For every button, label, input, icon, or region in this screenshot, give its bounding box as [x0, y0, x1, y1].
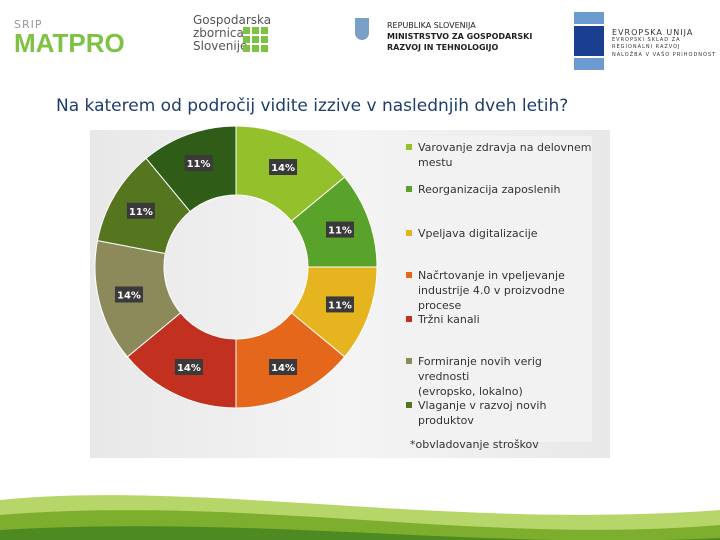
data-label-box [174, 358, 203, 375]
coat-of-arms-icon [355, 18, 369, 40]
data-label-box [325, 296, 354, 313]
data-label-box [269, 358, 298, 375]
data-label-text: 14% [177, 363, 201, 374]
legend-label: Načrtovanje in vpeljevanje [418, 269, 565, 282]
data-label-box [184, 155, 213, 172]
eu-line: EVROPSKI SKLAD ZA [612, 37, 681, 43]
data-label: 11% [184, 155, 213, 172]
legend-label: Varovanje zdravja na delovnem [418, 141, 592, 154]
legend-label: mestu [418, 156, 453, 169]
legend-item: Reorganizacija zaposlenih [406, 182, 560, 197]
data-label-text: 14% [271, 363, 295, 374]
data-label-text: 11% [129, 207, 153, 218]
data-label: 14% [269, 358, 298, 375]
footnote: *obvladovanje stroškov [410, 438, 539, 451]
gzs-line: Gospodarska [193, 13, 272, 27]
eu-line: REGIONALNI RAZVOJ [612, 44, 681, 50]
legend-label: (evropsko, lokalno) [418, 385, 523, 398]
legend-item: Tržni kanali [406, 312, 480, 327]
legend-item: Vlaganje v razvoj novih produktov [406, 398, 546, 428]
legend-label: Reorganizacija zaposlenih [418, 183, 561, 196]
matpro-logo: SRIP MATPRO [14, 18, 125, 58]
data-label: 14% [174, 358, 203, 375]
eu-decoration [574, 12, 604, 70]
legend-swatch [406, 272, 412, 278]
data-label-box [126, 202, 155, 219]
eu-flag-icon [574, 26, 604, 56]
matpro-text: MATPRO [14, 28, 125, 58]
legend-label: produktov [418, 414, 474, 427]
slide-title: Na katerem od področij vidite izzive v n… [56, 96, 569, 116]
data-label: 11% [325, 221, 354, 238]
chart-legend: Varovanje zdravja na delovnem mestu Reorga… [404, 136, 592, 442]
data-label: 14% [269, 159, 298, 176]
data-label-text: 11% [328, 226, 352, 237]
legend-item: Vpeljava digitalizacije [406, 226, 538, 241]
legend-swatch [406, 144, 412, 150]
legend-swatch [406, 358, 412, 364]
legend-swatch [406, 230, 412, 236]
data-label-box [114, 286, 143, 303]
legend-label: procese [418, 299, 462, 312]
data-label: 11% [126, 202, 155, 219]
ministry-line: MINISTRSTVO ZA GOSPODARSKI [387, 32, 533, 41]
legend-label: Vlaganje v razvoj novih [418, 399, 547, 412]
data-label-box [325, 221, 354, 238]
legend-label: industrije 4.0 v proizvodne [418, 284, 565, 297]
eu-line: EVROPSKA UNIJA [612, 28, 694, 37]
legend-item: Varovanje zdravja na delovnem mestu [406, 140, 592, 170]
gzs-line: Slovenije [193, 39, 248, 53]
legend-label: Formiranje novih verig vrednosti [418, 355, 542, 383]
data-label-box [269, 159, 298, 176]
data-label-text: 11% [328, 300, 352, 311]
legend-swatch [406, 186, 412, 192]
logo-bar: SRIP MATPRO Gospodarska zbornica Sloveni… [0, 0, 720, 80]
legend-swatch [406, 316, 412, 322]
legend-label: Tržni kanali [418, 313, 480, 326]
srip-text: SRIP [14, 18, 43, 31]
legend-item: Načrtovanje in vpeljevanje industrije 4.0… [406, 268, 565, 313]
eu-line: NALOŽBA V VAŠO PRIHODNOST [612, 52, 717, 58]
data-label: 11% [325, 296, 354, 313]
gzs-logo: Gospodarska zbornica Slovenije [193, 14, 271, 53]
legend-label: Vpeljava digitalizacije [418, 227, 538, 240]
data-label-text: 11% [187, 159, 211, 170]
ministry-line: RAZVOJ IN TEHNOLOGIJO [387, 43, 499, 52]
ministry-line: REPUBLIKA SLOVENIJA [387, 21, 476, 30]
data-label-text: 14% [117, 290, 141, 301]
data-label-text: 14% [271, 163, 295, 174]
legend-item: Formiranje novih verig vrednosti (evropsk… [406, 354, 592, 399]
data-label: 14% [114, 286, 143, 303]
bottom-wave-decoration [0, 495, 720, 540]
gzs-grid-icon [243, 27, 268, 52]
gzs-line: zbornica [193, 26, 244, 40]
legend-swatch [406, 402, 412, 408]
